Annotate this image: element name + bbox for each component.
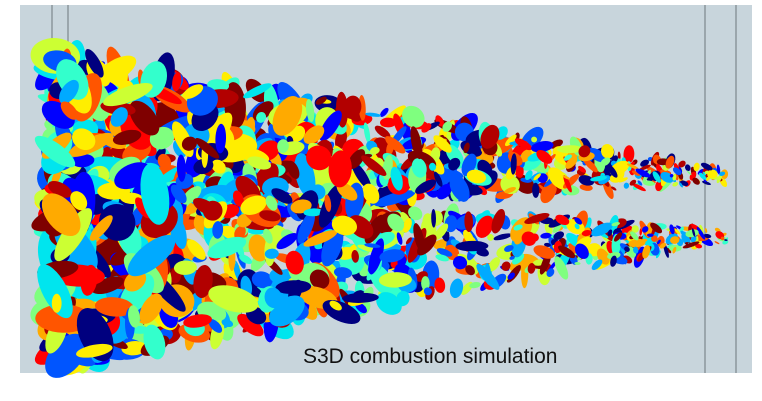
- caption: S3D combustion simulation: [303, 345, 557, 368]
- page: S3D combustion simulation: [0, 0, 762, 401]
- flame-blob: [52, 294, 62, 313]
- simulation-image: S3D combustion simulation: [0, 0, 762, 401]
